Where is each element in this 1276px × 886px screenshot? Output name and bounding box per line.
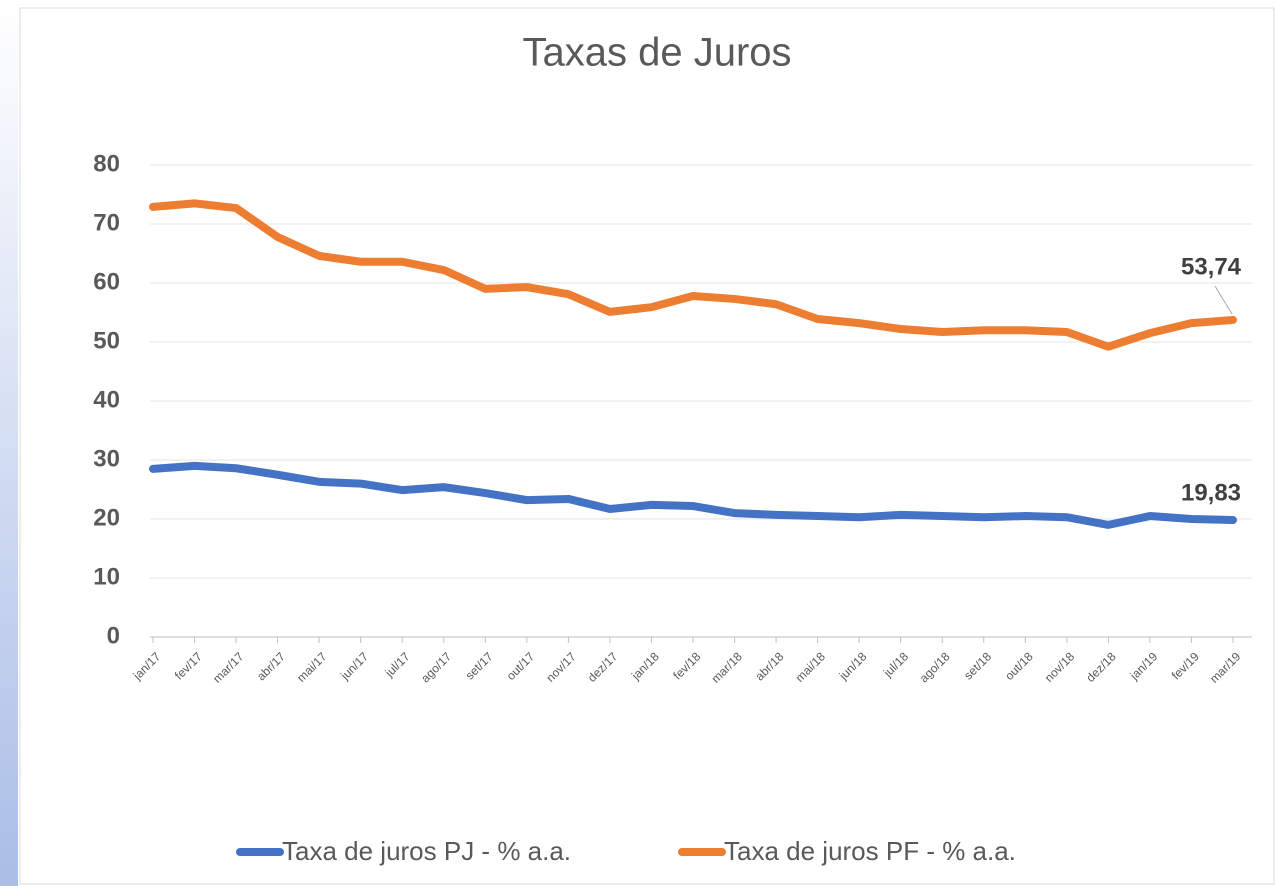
- y-tick-label: 40: [93, 386, 120, 413]
- y-tick-label: 80: [93, 150, 120, 177]
- y-tick-label: 20: [93, 504, 120, 531]
- chart-frame: [19, 7, 1275, 885]
- series-line: [149, 199, 1237, 351]
- legend-label: Taxa de juros PF - % a.a.: [724, 836, 1016, 866]
- data-label: 19,83: [1181, 479, 1241, 506]
- side-strip: [0, 0, 18, 886]
- legend-label: Taxa de juros PJ - % a.a.: [282, 836, 571, 866]
- data-label: 53,74: [1181, 253, 1242, 280]
- y-tick-label: 10: [93, 563, 120, 590]
- y-tick-label: 50: [93, 327, 120, 354]
- y-tick-label: 0: [107, 622, 120, 649]
- chart-title: Taxas de Juros: [522, 31, 791, 75]
- y-tick-label: 60: [93, 268, 120, 295]
- y-tick-label: 30: [93, 445, 120, 472]
- leader-line: [1214, 285, 1233, 315]
- y-tick-label: 70: [93, 209, 120, 236]
- series-line: [149, 461, 1237, 529]
